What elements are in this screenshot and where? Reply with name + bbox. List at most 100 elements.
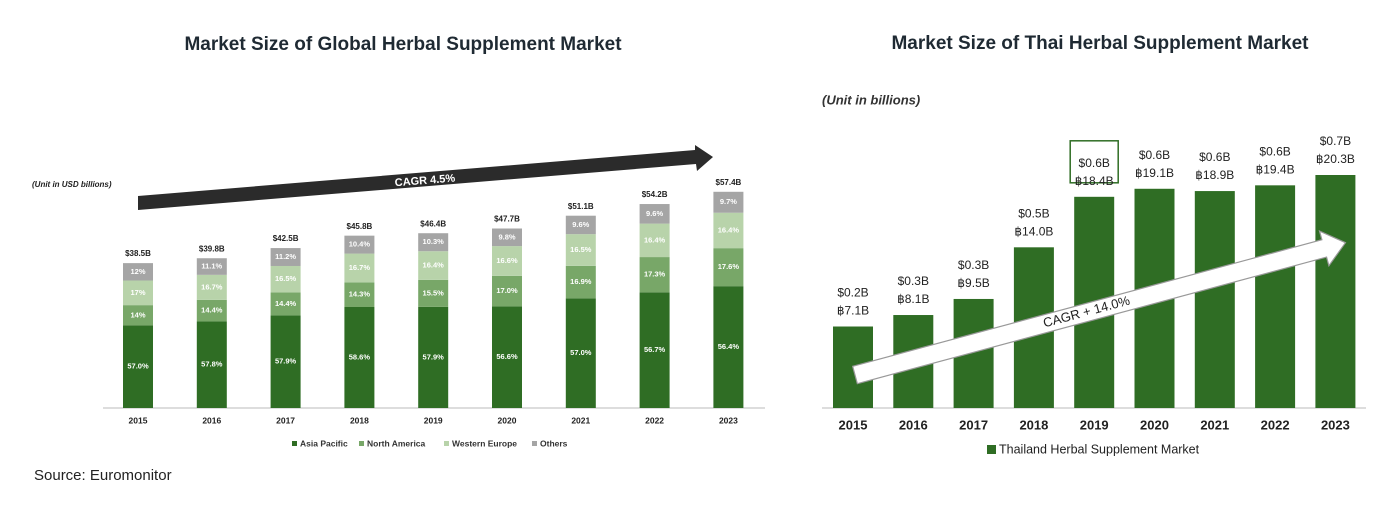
value-label: ฿7.1B bbox=[837, 304, 869, 318]
bar-segment bbox=[123, 305, 153, 326]
x-tick-label: 2022 bbox=[1261, 417, 1290, 432]
bar-segment bbox=[713, 212, 744, 249]
usd-label: $0.3B bbox=[958, 258, 989, 272]
total-label: $39.8B bbox=[199, 244, 225, 253]
bar-segment bbox=[565, 234, 596, 266]
segment-label: 10.4% bbox=[349, 240, 371, 249]
total-label: $47.7B bbox=[494, 215, 520, 224]
bar-segment bbox=[565, 298, 596, 408]
total-label: $54.2B bbox=[642, 190, 668, 199]
legend-label: Others bbox=[540, 438, 568, 448]
bar-segment bbox=[418, 251, 449, 280]
legend-label: North America bbox=[367, 438, 426, 448]
total-label: $46.4B bbox=[420, 219, 446, 228]
bar bbox=[1194, 191, 1235, 408]
bar-segment bbox=[344, 253, 375, 283]
bar-segment bbox=[196, 321, 227, 408]
segment-label: 16.7% bbox=[201, 282, 223, 291]
segment-label: 16.4% bbox=[718, 225, 740, 234]
value-label: ฿20.3B bbox=[1316, 152, 1355, 166]
value-label: ฿8.1B bbox=[897, 292, 929, 306]
segment-label: 15.5% bbox=[423, 288, 445, 297]
bar-segment bbox=[565, 265, 596, 299]
segment-label: 9.6% bbox=[572, 220, 589, 229]
bar-segment bbox=[344, 235, 375, 254]
total-label: $42.5B bbox=[273, 234, 299, 243]
segment-label: 16.4% bbox=[423, 261, 445, 270]
segment-label: 58.6% bbox=[349, 352, 371, 361]
legend-swatch bbox=[444, 441, 449, 446]
segment-label: 10.3% bbox=[423, 237, 445, 246]
bar-segment bbox=[270, 265, 301, 293]
source: Source: Euromonitor bbox=[34, 467, 172, 484]
unit-note: (Unit in billions) bbox=[822, 92, 920, 107]
total-label: $45.8B bbox=[347, 222, 373, 231]
bar-segment bbox=[492, 246, 522, 276]
usd-label: $0.7B bbox=[1320, 134, 1351, 148]
segment-label: 16.9% bbox=[570, 277, 592, 286]
bar-segment bbox=[270, 248, 301, 266]
segment-label: 57.0% bbox=[127, 362, 149, 371]
bar-segment bbox=[196, 299, 227, 322]
segment-label: 16.5% bbox=[570, 245, 592, 254]
segment-label: 16.7% bbox=[349, 263, 371, 272]
segment-label: 14% bbox=[130, 310, 145, 319]
value-label: ฿18.4B bbox=[1075, 174, 1114, 188]
x-tick-label: 2016 bbox=[202, 415, 221, 425]
bar-segment bbox=[492, 275, 522, 307]
x-tick-label: 2017 bbox=[276, 415, 295, 425]
chart-title: Market Size of Thai Herbal Supplement Ma… bbox=[891, 33, 1309, 54]
total-label: $38.5B bbox=[125, 249, 151, 258]
segment-label: 14.4% bbox=[201, 306, 223, 315]
x-tick-label: 2020 bbox=[498, 415, 517, 425]
cagr-label: CAGR 4.5% bbox=[394, 173, 455, 190]
segment-label: 12% bbox=[130, 267, 145, 276]
bar-segment bbox=[639, 223, 670, 258]
bar-segment bbox=[270, 315, 301, 408]
bar-segment bbox=[344, 282, 375, 308]
bar-segment bbox=[492, 228, 522, 247]
x-tick-label: 2019 bbox=[1080, 417, 1109, 432]
legend-swatch bbox=[987, 445, 996, 454]
x-tick-label: 2015 bbox=[839, 417, 868, 432]
legend-label: Thailand Herbal Supplement Market bbox=[999, 442, 1200, 456]
bar-segment bbox=[196, 274, 227, 300]
usd-label: $0.3B bbox=[898, 274, 929, 288]
value-label: ฿19.4B bbox=[1256, 163, 1295, 177]
segment-label: 57.9% bbox=[275, 357, 297, 366]
arrow-shape bbox=[851, 229, 1347, 385]
usd-label: $0.6B bbox=[1199, 150, 1230, 164]
bar-segment bbox=[713, 248, 744, 287]
bar-segment bbox=[196, 258, 227, 275]
legend-swatch bbox=[532, 441, 537, 446]
segment-label: 16.4% bbox=[644, 235, 666, 244]
usd-label: $0.5B bbox=[1018, 206, 1049, 220]
bar-segment bbox=[565, 215, 596, 235]
bar-segment bbox=[123, 325, 153, 408]
bar-segment bbox=[492, 306, 522, 408]
x-tick-label: 2023 bbox=[719, 415, 738, 425]
x-tick-label: 2021 bbox=[1200, 417, 1229, 432]
legend-label: Asia Pacific bbox=[300, 438, 348, 448]
x-tick-label: 2022 bbox=[645, 415, 664, 425]
x-tick-label: 2016 bbox=[899, 417, 928, 432]
segment-label: 14.4% bbox=[275, 299, 297, 308]
usd-label: $0.6B bbox=[1259, 145, 1290, 159]
usd-label: $0.2B bbox=[837, 286, 868, 300]
bar bbox=[1315, 175, 1356, 408]
unit-note: (Unit in USD billions) bbox=[32, 180, 112, 189]
x-tick-label: 2018 bbox=[1019, 417, 1048, 432]
segment-label: 11.2% bbox=[275, 252, 296, 261]
usd-label: $0.6B bbox=[1079, 156, 1110, 170]
bar bbox=[1255, 185, 1296, 408]
cagr-arrow bbox=[138, 145, 713, 210]
bar-segment bbox=[270, 292, 301, 316]
bar-segment bbox=[639, 292, 670, 408]
segment-label: 17.0% bbox=[496, 286, 518, 295]
x-tick-label: 2019 bbox=[424, 415, 443, 425]
bar-segment bbox=[123, 280, 153, 306]
bar-segment bbox=[418, 306, 449, 408]
segment-label: 17% bbox=[130, 288, 145, 297]
usd-label: $0.6B bbox=[1139, 148, 1170, 162]
segment-label: 11.1% bbox=[201, 262, 222, 271]
